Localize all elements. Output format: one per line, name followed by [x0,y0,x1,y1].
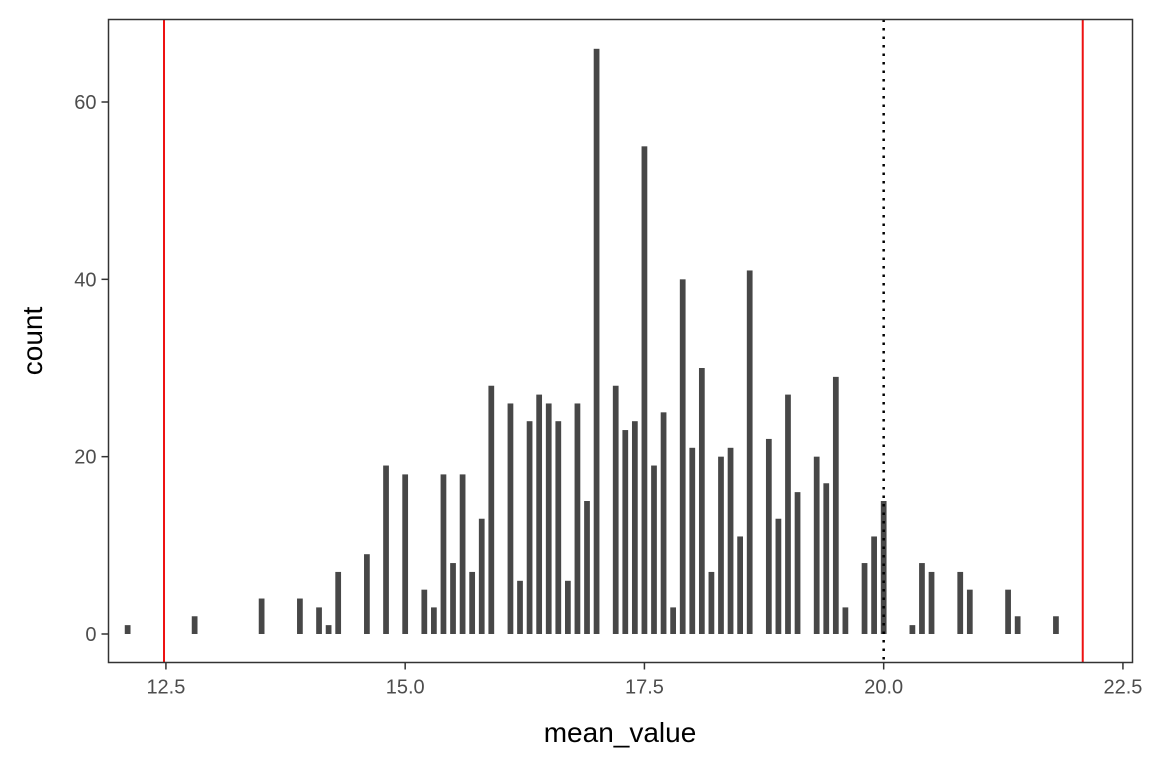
histogram-bar [593,48,600,635]
histogram-bar [765,438,772,634]
histogram-bar [316,607,322,634]
histogram-bar [919,563,925,634]
histogram-bar [689,447,696,634]
histogram-bar [670,607,677,634]
histogram-bar [584,501,590,634]
histogram-bar [536,394,543,634]
histogram-bar [488,385,495,634]
histogram-bar [880,501,887,634]
histogram-bar [258,598,265,634]
histogram-bar [679,279,686,634]
histogram-bar [297,598,303,634]
y-tick-label: 60 [74,92,96,114]
x-tick-label: 17.5 [625,677,664,699]
x-axis: 12.5 15.0 17.5 20.0 22.5 [146,662,1142,699]
y-tick-label: 40 [74,269,96,291]
histogram-bar [622,430,629,634]
histogram-bar [364,554,370,634]
y-tick-label: 0 [85,624,96,646]
histogram-bar [1005,589,1011,634]
histogram-bar [651,465,657,634]
histogram-bar [861,563,868,634]
histogram-bar [526,421,533,634]
histogram-bar [191,616,198,634]
histogram-bar [641,146,648,635]
histogram-bar [957,571,964,634]
plot-panel [108,19,1133,663]
histogram-bar [459,474,466,634]
y-axis: 0 20 40 60 [74,92,109,646]
histogram-bar [746,270,753,634]
y-tick-label: 20 [74,447,96,469]
histogram-bar [124,625,131,634]
histogram-bar [478,518,485,634]
histogram-bar [545,403,552,634]
histogram-bar [660,412,667,634]
histogram-bar [1053,616,1059,634]
histogram-bar [928,571,935,634]
y-axis-title: count [17,307,48,376]
histogram-bar [832,376,839,634]
histogram-bar [574,403,581,634]
histogram-bar [1014,616,1021,634]
histogram-bar [775,518,782,634]
histogram-bar [794,492,801,634]
histogram-bar [383,465,389,634]
x-axis-title: mean_value [544,717,697,748]
histogram-bar [871,536,877,634]
x-tick-label: 20.0 [864,677,903,699]
histogram-bar [813,456,820,634]
histogram-bar [450,563,456,634]
histogram-bar [842,607,849,634]
histogram-bar [507,403,514,634]
histogram-bar [402,474,409,634]
histogram-bar [564,580,571,634]
histogram-bar [737,536,743,634]
histogram-bar [469,571,476,634]
x-tick-label: 15.0 [386,677,425,699]
histogram-bar [631,421,638,634]
histogram-bar [909,625,916,634]
histogram-bar [440,474,447,634]
histogram-bar [335,571,342,634]
histogram-bar [708,571,715,634]
histogram-bar [421,589,428,634]
x-tick-label: 22.5 [1103,677,1142,699]
histogram-bar [785,394,791,634]
histogram-bar [431,607,437,634]
histogram-bar [718,456,724,634]
histogram-bar [612,385,619,634]
histogram-bar [966,589,973,634]
histogram-bar [823,483,830,634]
x-tick-label: 12.5 [146,677,185,699]
histogram-bar [727,447,734,634]
histogram-bar [555,421,562,634]
bar-series [124,48,1059,635]
histogram-bar [517,580,523,634]
plot-border [107,18,1134,664]
histogram-bar [325,625,332,634]
reference-lines [163,19,1084,663]
histogram-bar [698,368,705,634]
